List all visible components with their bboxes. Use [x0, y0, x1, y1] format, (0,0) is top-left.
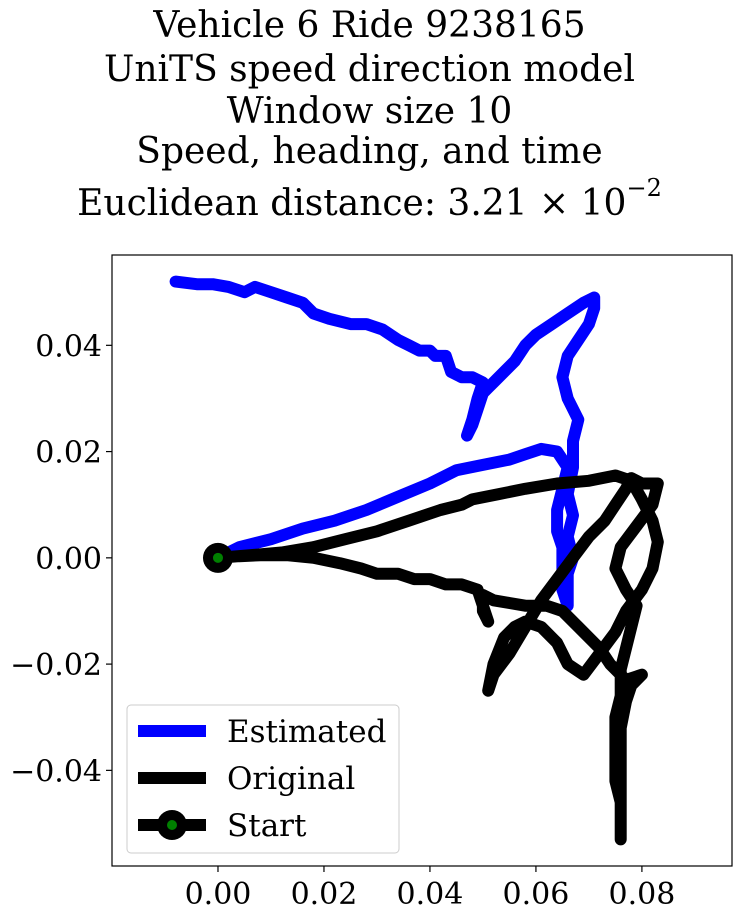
x-tick-label: 0.02 [291, 877, 358, 912]
y-tick-label: 0.00 [35, 542, 102, 577]
ticks-layer: 0.00 0.02 0.04 0.06 0.08 0.04 0.02 0.00 −0.02 −0.… [10, 329, 675, 912]
series-line-original [212, 469, 664, 846]
series-line-estimated [169, 275, 601, 612]
legend-label-estimated: Estimated [227, 714, 386, 750]
y-tick-label: −0.04 [10, 754, 102, 789]
title-line-3: Window size 10 [226, 91, 513, 132]
title-line-5: Euclidean distance: 3.21 × 10−2 [0, 172, 739, 226]
title-line-2: UniTS speed direction model [104, 49, 635, 90]
plot-frame [111, 254, 733, 867]
title-line-1: Vehicle 6 Ride 9238165 [153, 5, 586, 46]
legend-label-original: Original [227, 761, 355, 797]
x-tick-label: 0.08 [609, 877, 676, 912]
start-marker [212, 552, 223, 563]
series-layer [169, 275, 664, 846]
title-line-5-text: Euclidean distance: 3.21 × 10 [77, 183, 627, 224]
title-line-4: Speed, heading, and time [136, 131, 603, 172]
y-tick-label: 0.04 [35, 329, 102, 364]
legend-start-marker [167, 820, 177, 830]
legend-label-start: Start [227, 808, 307, 844]
x-tick-label: 0.04 [397, 877, 464, 912]
x-tick-label: 0.06 [503, 877, 570, 912]
legend: Estimated Original Start [126, 704, 400, 854]
legend-box [126, 704, 400, 854]
y-tick-label: 0.02 [35, 436, 102, 471]
x-tick-label: 0.00 [185, 877, 252, 912]
title-exponent: −2 [626, 174, 662, 202]
y-tick-label: −0.02 [10, 648, 102, 683]
